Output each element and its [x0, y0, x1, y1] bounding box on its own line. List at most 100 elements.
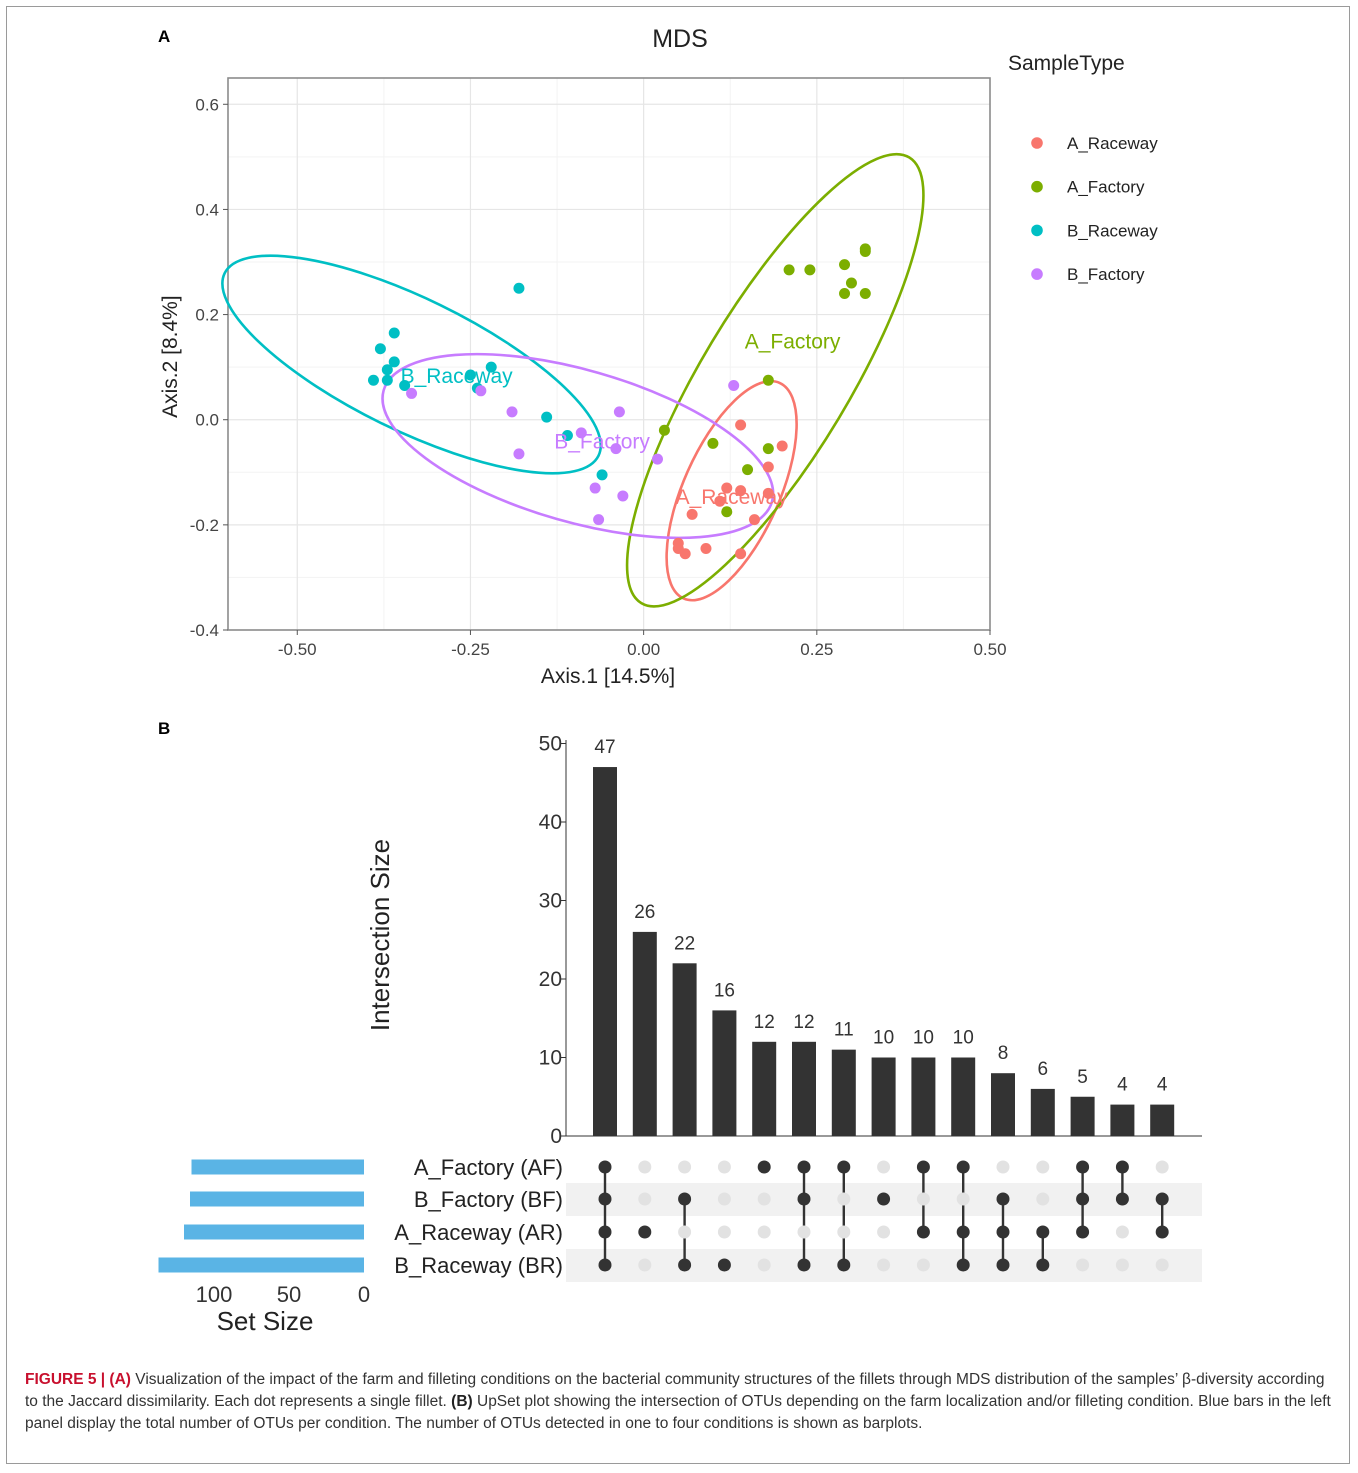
point-b-raceway: [399, 380, 411, 392]
point-b-raceway: [596, 469, 608, 481]
ellipse-label-a-raceway: A_Raceway: [676, 486, 789, 509]
set-size-tick-label: 50: [277, 1282, 301, 1307]
matrix-dot-on: [797, 1192, 811, 1206]
point-b-factory: [513, 448, 525, 460]
intersection-bar: [1110, 1104, 1135, 1136]
matrix-dot-off: [638, 1258, 652, 1272]
set-size-tick-label: 0: [358, 1282, 370, 1307]
matrix-dot-off: [1155, 1258, 1169, 1272]
x-tick-label: 0.25: [800, 640, 833, 659]
bar-value-label: 5: [1077, 1067, 1088, 1088]
bar-value-label: 10: [913, 1028, 934, 1049]
mds-plot: -0.50 -0.25 0.00 0.25 0.50 -0.4 -0.2 0.0 0.2 0.4 0…: [159, 25, 1158, 688]
set-size-bar: [191, 1159, 364, 1175]
matrix-dot-off: [916, 1192, 930, 1206]
bar-value-label: 12: [754, 1012, 775, 1033]
y-tick-label: 0.2: [195, 306, 219, 325]
y-tick-label: 40: [539, 811, 562, 834]
matrix-dot-off: [877, 1225, 891, 1239]
point-a-factory: [839, 259, 851, 271]
point-b-factory: [406, 387, 418, 399]
ellipse-label-b-raceway: B_Raceway: [401, 365, 514, 388]
matrix-dot-on: [1155, 1192, 1169, 1206]
bar-value-label: 8: [998, 1043, 1009, 1064]
point-a-raceway: [714, 495, 726, 507]
intersection-bar: [951, 1057, 976, 1136]
matrix-dot-off: [638, 1192, 652, 1206]
intersection-bar: [593, 767, 617, 1136]
x-tick-label: 0.50: [973, 640, 1006, 659]
matrix-dot-on: [598, 1192, 612, 1206]
matrix-dot-on: [638, 1225, 652, 1239]
point-a-raceway: [735, 485, 747, 497]
figure-caption: FIGURE 5 | (A) Visualization of the impa…: [25, 1369, 1340, 1435]
matrix-dot-on: [877, 1192, 891, 1206]
point-a-factory: [762, 443, 774, 455]
matrix-dot-off: [837, 1225, 851, 1239]
matrix-dot-off: [678, 1160, 692, 1174]
matrix-dot-on: [598, 1225, 612, 1239]
point-a-factory: [845, 277, 857, 289]
point-b-raceway: [381, 364, 393, 376]
legend-label: A_Raceway: [1067, 134, 1158, 153]
matrix-dot-off: [1155, 1160, 1169, 1174]
point-a-factory: [859, 243, 871, 255]
bar-value-label: 16: [714, 980, 735, 1001]
matrix-dot-off: [1036, 1160, 1050, 1174]
chart-title: MDS: [652, 25, 708, 53]
point-b-factory: [575, 427, 587, 439]
matrix-dot-on: [996, 1225, 1010, 1239]
legend-title: SampleType: [1008, 52, 1125, 75]
point-b-raceway: [464, 369, 476, 381]
set-name-label: B_Raceway (BR): [394, 1253, 563, 1278]
matrix-dot-on: [797, 1160, 811, 1174]
matrix-dot-off: [996, 1160, 1010, 1174]
y-axis-label: Intersection Size: [365, 839, 395, 1031]
point-b-raceway: [513, 282, 525, 294]
x-tick-label: -0.50: [278, 640, 317, 659]
matrix-dot-off: [757, 1258, 771, 1272]
point-b-raceway: [388, 327, 400, 339]
matrix-dot-on: [1115, 1160, 1129, 1174]
point-a-raceway: [748, 514, 760, 526]
y-tick-label: 10: [539, 1047, 562, 1070]
legend-swatch: [1031, 137, 1043, 149]
matrix-dot-off: [916, 1258, 930, 1272]
intersection-bar: [632, 931, 657, 1136]
intersection-bar: [831, 1049, 856, 1136]
point-a-raceway: [762, 461, 774, 473]
matrix-dot-off: [797, 1225, 811, 1239]
ellipse-b-factory: [381, 352, 775, 540]
matrix-dot-off: [717, 1160, 731, 1174]
point-a-raceway: [679, 548, 691, 560]
point-b-factory: [610, 443, 622, 455]
matrix-dot-on: [996, 1258, 1010, 1272]
matrix-dot-off: [717, 1225, 731, 1239]
point-a-factory: [762, 374, 774, 386]
matrix-dot-off: [877, 1258, 891, 1272]
matrix-dot-on: [678, 1258, 692, 1272]
matrix-dot-on: [1076, 1160, 1090, 1174]
point-a-factory: [839, 288, 851, 300]
matrix-dot-on: [916, 1225, 930, 1239]
matrix-dot-off: [1076, 1258, 1090, 1272]
matrix-dot-off: [1115, 1258, 1129, 1272]
x-tick-label: -0.25: [451, 640, 490, 659]
ellipse-label-a-factory: A_Factory: [745, 331, 841, 354]
set-size-bar: [158, 1257, 364, 1273]
bar-value-label: 12: [793, 1012, 814, 1033]
point-a-factory: [707, 437, 719, 449]
point-b-raceway: [367, 374, 379, 386]
point-b-factory: [617, 490, 629, 502]
plot-border: [227, 77, 991, 631]
point-a-raceway: [735, 419, 747, 431]
point-a-factory: [859, 288, 871, 300]
caption-b-label: (B): [451, 1393, 473, 1410]
point-a-factory: [658, 424, 670, 436]
panel-b-label: B: [158, 719, 170, 738]
ellipse-a-factory: [625, 152, 925, 608]
y-tick-label: -0.4: [190, 621, 219, 640]
matrix-dot-off: [1115, 1225, 1129, 1239]
point-b-factory: [651, 453, 663, 465]
bar-value-label: 6: [1038, 1059, 1049, 1080]
